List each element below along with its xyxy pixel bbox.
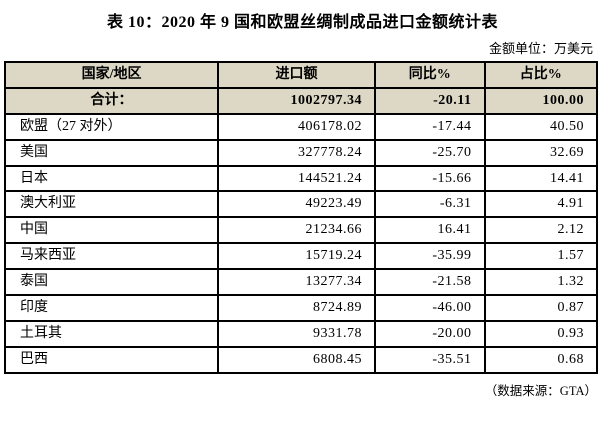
column-header-yoy: 同比% <box>373 61 486 89</box>
table-row: 印度 8724.89 -46.00 0.87 <box>3 294 598 322</box>
region-cell: 土耳其 <box>3 319 220 348</box>
total-share: 100.00 <box>483 86 598 115</box>
column-header-import-value: 进口额 <box>217 61 376 89</box>
import-value-cell: 144521.24 <box>217 164 376 193</box>
table-row: 泰国 13277.34 -21.58 1.32 <box>3 268 598 297</box>
region-cell: 欧盟（27 对外） <box>3 112 220 141</box>
column-header-region: 国家/地区 <box>3 61 220 89</box>
yoy-cell: -46.00 <box>373 294 486 322</box>
yoy-cell: -20.00 <box>373 319 486 348</box>
total-row: 合计： 1002797.34 -20.11 100.00 <box>3 86 598 115</box>
region-cell: 澳大利亚 <box>3 190 220 219</box>
yoy-cell: -6.31 <box>373 190 486 219</box>
region-cell: 中国 <box>3 216 220 245</box>
share-cell: 4.91 <box>483 190 598 219</box>
yoy-cell: -35.51 <box>373 345 486 374</box>
share-cell: 32.69 <box>483 138 598 167</box>
import-value-cell: 9331.78 <box>217 319 376 348</box>
import-statistics-table: 国家/地区 进口额 同比% 占比% 合计： 1002797.34 -20.11 … <box>3 61 598 374</box>
total-import-value: 1002797.34 <box>217 86 376 115</box>
yoy-cell: -15.66 <box>373 164 486 193</box>
table-row: 澳大利亚 49223.49 -6.31 4.91 <box>3 190 598 219</box>
share-cell: 1.32 <box>483 268 598 297</box>
share-cell: 0.68 <box>483 345 598 374</box>
yoy-cell: -35.99 <box>373 242 486 271</box>
unit-note: 金额单位：万美元 <box>488 41 593 56</box>
import-value-cell: 327778.24 <box>217 138 376 167</box>
table-row: 美国 327778.24 -25.70 32.69 <box>3 138 598 167</box>
table-row: 土耳其 9331.78 -20.00 0.93 <box>3 319 598 348</box>
region-cell: 印度 <box>3 294 220 322</box>
total-label: 合计： <box>3 86 220 115</box>
import-value-cell: 6808.45 <box>217 345 376 374</box>
region-cell: 日本 <box>3 164 220 193</box>
table-row: 日本 144521.24 -15.66 14.41 <box>3 164 598 193</box>
source-note: （数据来源：GTA） <box>484 383 597 398</box>
import-value-cell: 15719.24 <box>217 242 376 271</box>
yoy-cell: -25.70 <box>373 138 486 167</box>
share-cell: 2.12 <box>483 216 598 245</box>
import-value-cell: 8724.89 <box>217 294 376 322</box>
share-cell: 1.57 <box>483 242 598 271</box>
share-cell: 0.87 <box>483 294 598 322</box>
region-cell: 巴西 <box>3 345 220 374</box>
region-cell: 泰国 <box>3 268 220 297</box>
total-yoy: -20.11 <box>373 86 486 115</box>
yoy-cell: -17.44 <box>373 112 486 141</box>
column-header-share: 占比% <box>483 61 598 89</box>
yoy-cell: 16.41 <box>373 216 486 245</box>
region-cell: 美国 <box>3 138 220 167</box>
table-row: 巴西 6808.45 -35.51 0.68 <box>3 345 598 374</box>
header-row: 国家/地区 进口额 同比% 占比% <box>3 61 598 89</box>
share-cell: 0.93 <box>483 319 598 348</box>
share-cell: 40.50 <box>483 112 598 141</box>
table-row: 马来西亚 15719.24 -35.99 1.57 <box>3 242 598 271</box>
share-cell: 14.41 <box>483 164 598 193</box>
region-cell: 马来西亚 <box>3 242 220 271</box>
table-row: 中国 21234.66 16.41 2.12 <box>3 216 598 245</box>
import-value-cell: 21234.66 <box>217 216 376 245</box>
document-title: 表 10：2020 年 9 国和欧盟丝绸制成品进口金额统计表 <box>106 14 498 31</box>
import-value-cell: 49223.49 <box>217 190 376 219</box>
table-row: 欧盟（27 对外） 406178.02 -17.44 40.50 <box>3 112 598 141</box>
import-value-cell: 13277.34 <box>217 268 376 297</box>
yoy-cell: -21.58 <box>373 268 486 297</box>
import-value-cell: 406178.02 <box>217 112 376 141</box>
